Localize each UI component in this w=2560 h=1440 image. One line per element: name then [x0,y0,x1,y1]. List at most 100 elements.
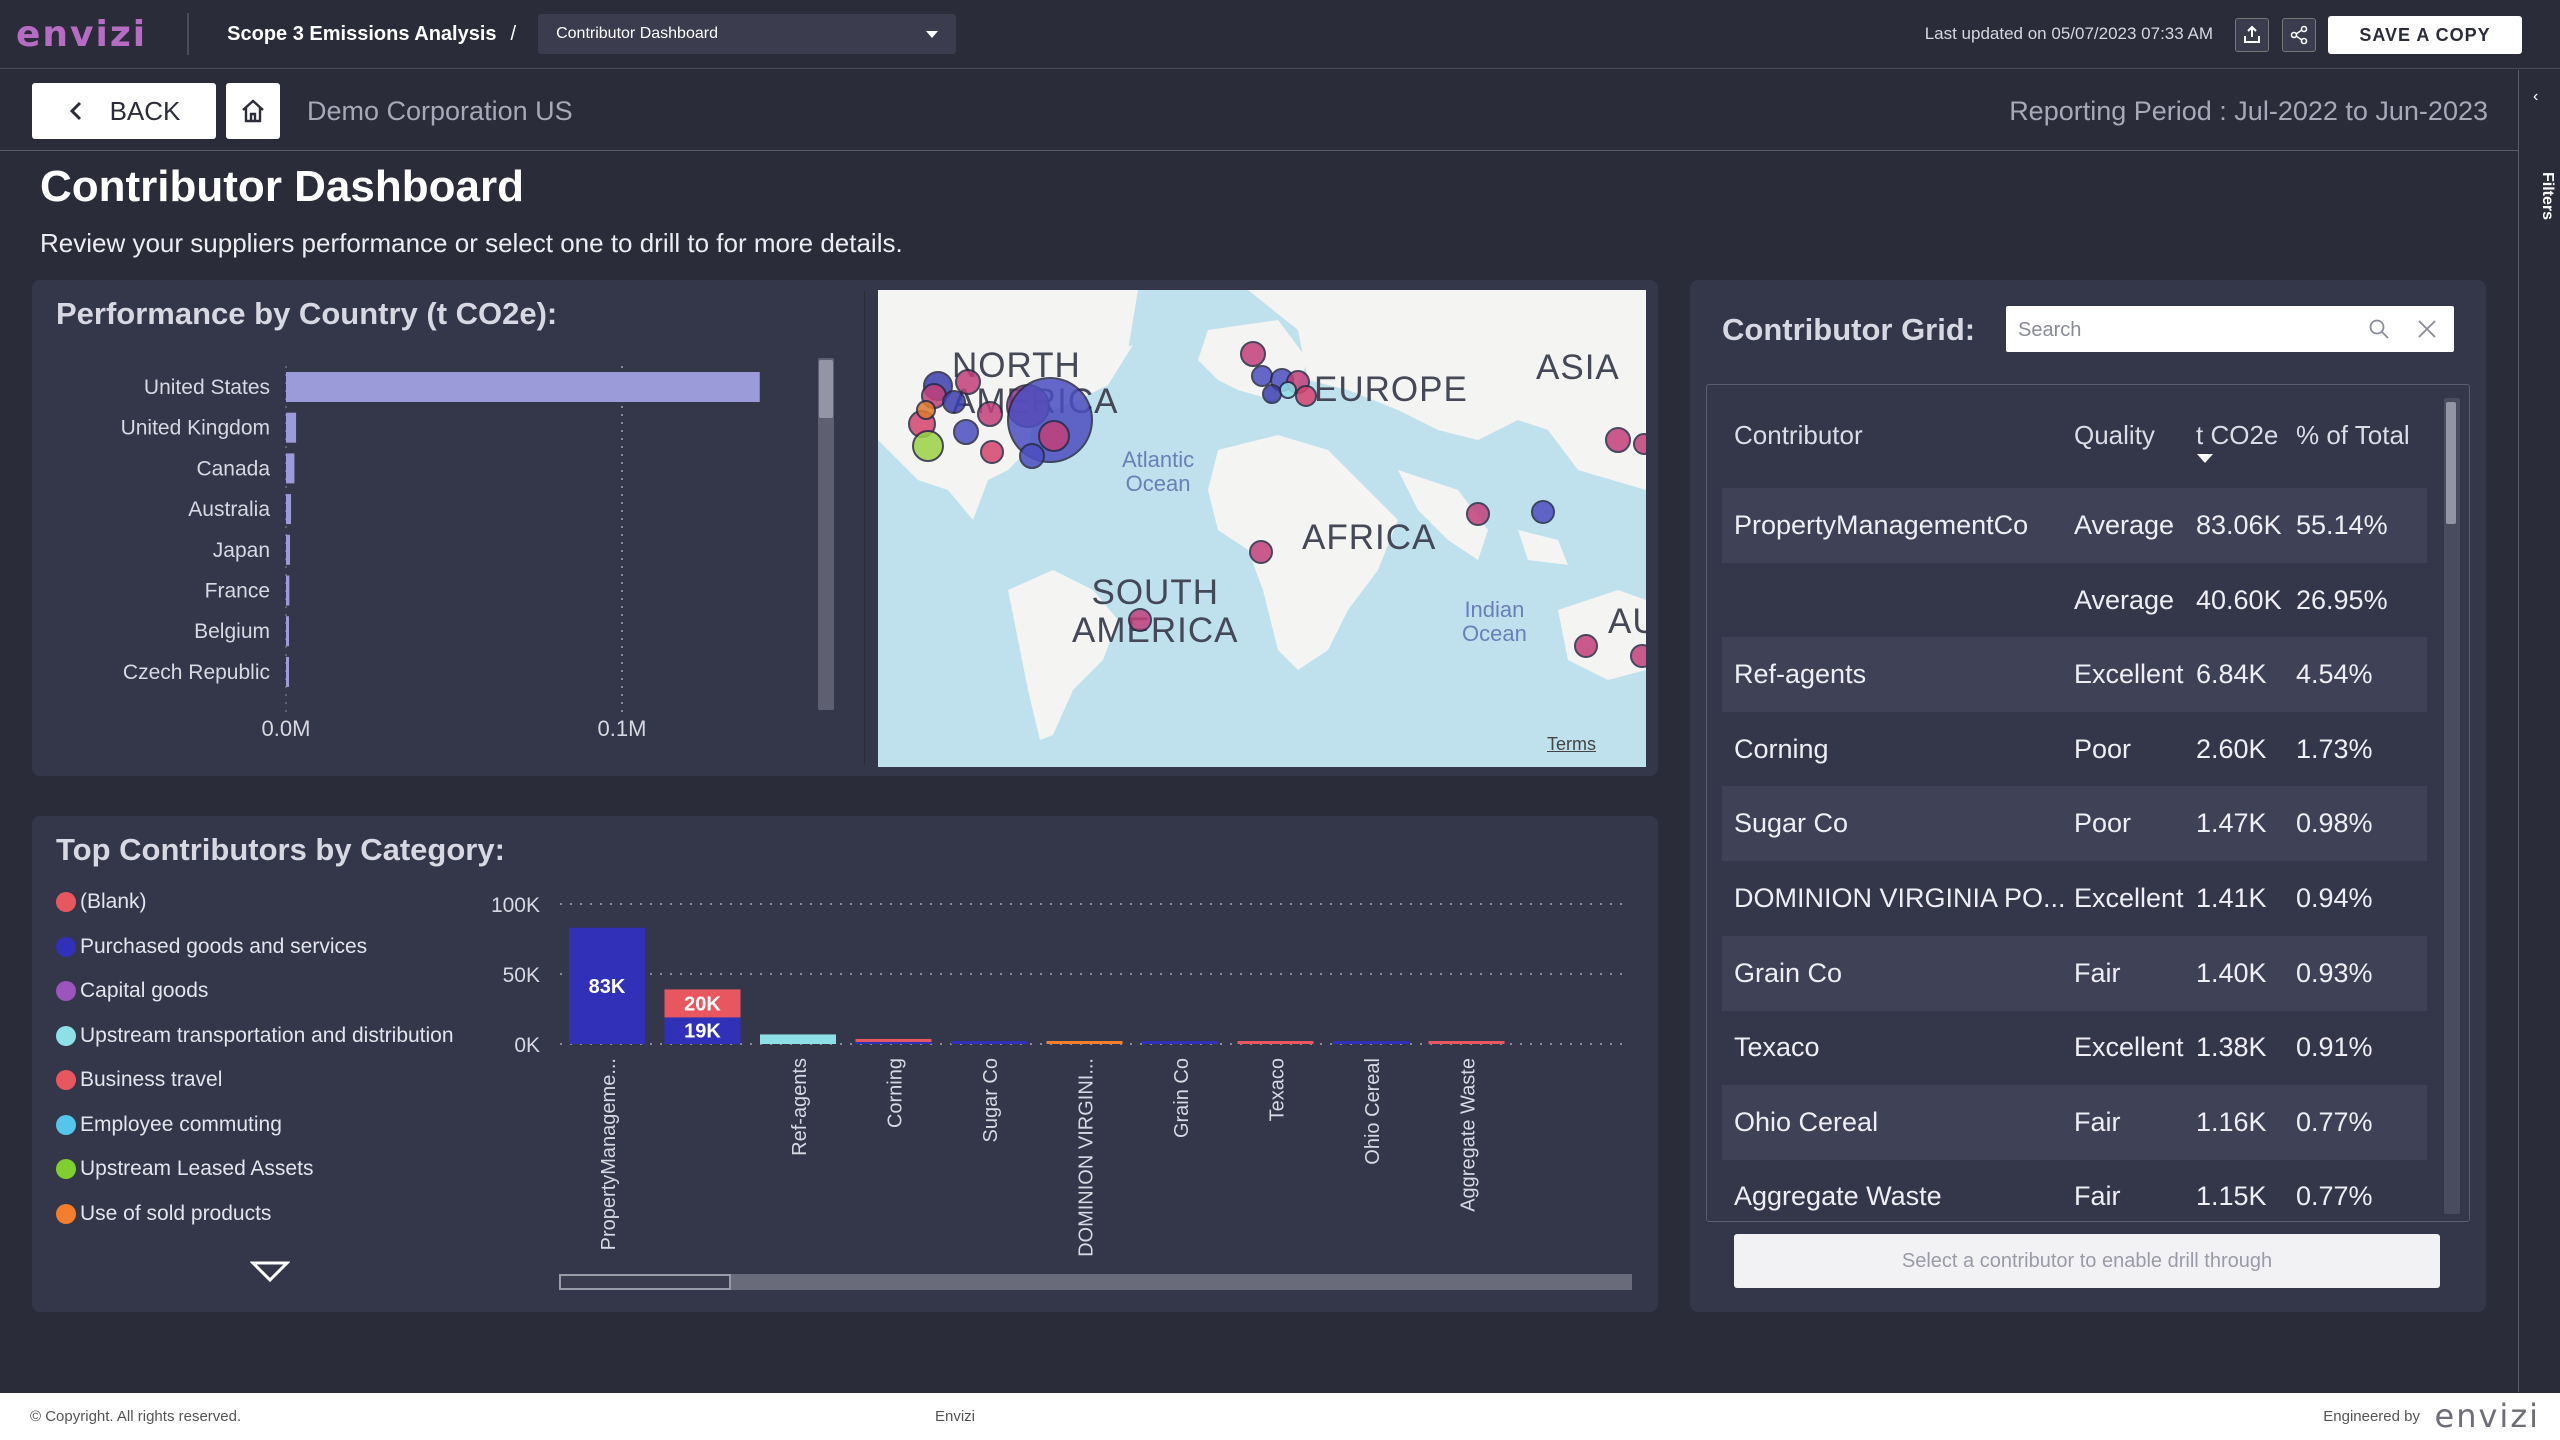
column-header[interactable]: % of Total [2296,420,2410,450]
map-bubble[interactable] [1249,540,1273,564]
map-bubble[interactable] [1038,420,1070,452]
map-label-africa: AFRICA [1302,518,1437,557]
search-icon[interactable] [2368,318,2390,340]
legend-item[interactable]: Purchased goods and services [56,935,367,959]
table-row[interactable]: Sugar Co Poor 1.47K 0.98% [1722,786,2427,862]
x-tick-label: Ohio Cereal [1362,1058,1384,1165]
map-bubble[interactable] [942,390,966,414]
table-cell: 1.73% [2296,733,2373,764]
close-icon[interactable] [2416,318,2438,340]
scrollbar-thumb[interactable] [559,1274,731,1290]
table-row[interactable]: Ref-agents Excellent 6.84K 4.54% [1722,637,2427,713]
sort-desc-icon[interactable] [2197,454,2213,463]
table-row[interactable]: Average 40.60K 26.95% [1722,563,2427,638]
country-chart-scrollbar[interactable] [818,358,834,710]
map-bubble[interactable] [1630,644,1646,668]
table-cell: 0.94% [2296,883,2373,913]
category-bar [1428,1041,1505,1044]
table-row[interactable]: Corning Poor 2.60K 1.73% [1722,712,2427,787]
map-bubble[interactable] [1128,608,1152,632]
save-copy-button[interactable]: SAVE A COPY [2328,16,2522,54]
legend-item[interactable]: Business travel [56,1068,222,1092]
back-button[interactable]: BACK [32,83,216,139]
envizi-logo[interactable]: envizi [16,13,148,55]
data-label: 83K [589,976,626,998]
x-tick-label: Grain Co [1171,1058,1193,1138]
map-bubble[interactable] [1019,443,1045,469]
export-button[interactable] [2235,18,2269,52]
table-cell: Fair [2074,1106,2121,1137]
map-bubble[interactable] [912,430,944,462]
map-bubble[interactable] [1240,341,1266,367]
map-bubble[interactable] [1605,427,1631,453]
map-bubble[interactable] [1466,502,1490,526]
table-row[interactable]: Aggregate Waste Fair 1.15K 0.77% [1722,1159,2427,1234]
map-bubble[interactable] [916,400,936,420]
company-name: Demo Corporation US [307,96,573,126]
table-cell: Excellent [2074,659,2184,690]
envizi-logo: envizi [2434,1397,2540,1435]
country-label: Czech Republic [123,661,270,684]
footer: © Copyright. All rights reserved. Envizi… [0,1393,2560,1440]
x-tick-label: 0.1M [598,716,647,741]
home-button[interactable] [226,83,280,139]
column-header[interactable]: t CO2e [2196,420,2279,450]
map-bubble[interactable] [977,401,1003,427]
table-row[interactable]: Grain Co Fair 1.40K 0.93% [1722,935,2427,1011]
y-tick-label: 100K [491,894,540,917]
column-header[interactable]: Quality [2074,420,2155,450]
map-bubble[interactable] [1531,500,1555,524]
table-row[interactable]: Ohio Cereal Fair 1.16K 0.77% [1722,1084,2427,1160]
scrollbar-thumb[interactable] [2446,402,2456,524]
table-row[interactable]: DOMINION VIRGINIA PO... Excellent 1.41K 0.9… [1722,861,2427,936]
country-map[interactable]: NORTHAMERICA EUROPE ASIA AFRICA SOUTHAME… [878,290,1646,767]
legend-label: Upstream transportation and distribution [80,1023,454,1047]
table-cell: 83.06K [2196,510,2282,540]
chevron-down-icon[interactable] [250,1260,290,1286]
legend-label: Purchased goods and services [80,934,368,958]
x-tick-label: Texaco [1267,1058,1289,1121]
breadcrumb[interactable]: Scope 3 Emissions Analysis [227,22,497,45]
map-bubble[interactable] [1295,385,1317,407]
drill-through-button[interactable]: Select a contributor to enable drill thr… [1734,1234,2440,1288]
category-bar [569,927,645,1044]
category-bar-chart: 100K 50K 0K PropertyManageme... Ref-agents Co… [491,894,1630,1257]
legend-item[interactable]: Upstream Leased Assets [56,1157,313,1181]
table-row[interactable]: PropertyManagementCo Average 83.06K 55.14% [1722,488,2427,563]
share-button[interactable] [2282,18,2316,52]
table-row[interactable]: Texaco Excellent 1.38K 0.91% [1722,1010,2427,1085]
scrollbar-thumb[interactable] [819,360,833,418]
country-bar [286,534,291,565]
legend-item[interactable]: (Blank) [56,890,147,914]
legend-item[interactable]: Employee commuting [56,1113,282,1137]
category-chart-scrollbar[interactable] [559,1274,1632,1290]
legend-item[interactable]: Upstream transportation and distribution [56,1024,454,1048]
map-label-south-america: SOUTH AMERICA [1072,573,1239,650]
chevron-left-icon[interactable]: ‹ [2533,88,2539,105]
legend-swatch [56,981,76,1001]
category-panel [32,816,1658,1312]
legend-label: Capital goods [80,979,209,1002]
legend-item[interactable]: Capital goods [56,979,208,1003]
column-header[interactable]: Contributor [1734,420,1863,450]
category-bar [1142,1041,1218,1044]
filters-label[interactable]: Filters [2539,171,2556,220]
grid-scrollbar[interactable] [2444,398,2460,1214]
map-bubble[interactable] [1279,381,1297,399]
map-bubble[interactable] [980,440,1004,464]
share-icon [2290,25,2308,45]
context-bar: BACK Demo Corporation US Reporting Perio… [0,70,2518,151]
dashboard-select[interactable]: Contributor Dashboard [538,14,957,54]
breadcrumb-separator: / [510,22,517,45]
legend-swatch [56,1114,76,1135]
reporting-period: Reporting Period : Jul-2022 to Jun-2023 [2009,96,2488,126]
legend-label: Upstream Leased Assets [80,1157,314,1180]
map-terms-link[interactable]: Terms [1547,734,1596,754]
map-bubble[interactable] [1574,634,1598,658]
map-bubble[interactable] [1633,433,1646,455]
map-bubble[interactable] [953,419,979,445]
search-input[interactable]: Search [2006,306,2454,352]
legend-label: Business travel [80,1068,223,1091]
filters-pane[interactable]: ‹ Filters [2518,70,2560,1392]
legend-item[interactable]: Use of sold products [56,1202,271,1226]
